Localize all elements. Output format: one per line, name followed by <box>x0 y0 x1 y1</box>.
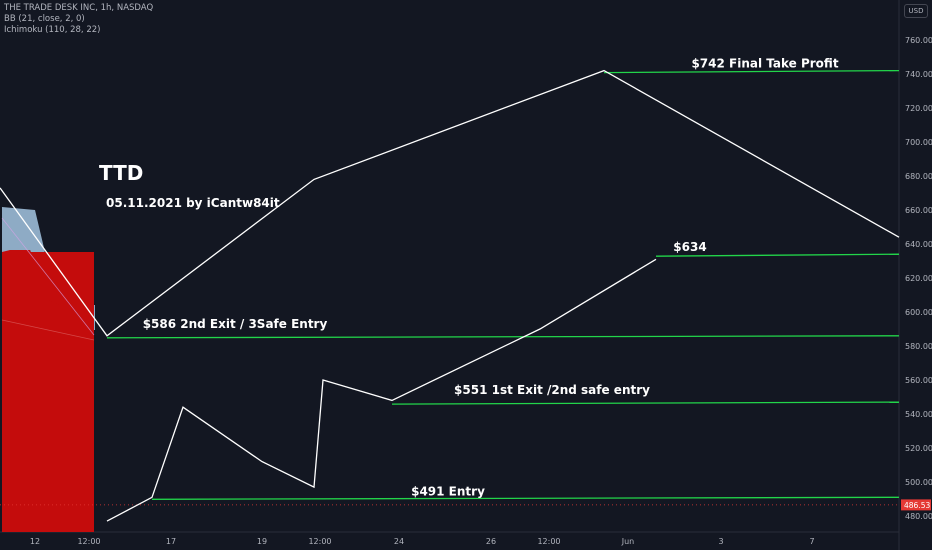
time-tick-label: 12:00 <box>537 537 560 546</box>
bollinger-line <box>1 217 95 336</box>
projection-path <box>0 69 900 337</box>
price-tick-label: 660.00 <box>905 206 932 215</box>
level-label: $634 <box>673 240 706 254</box>
price-tick-label: 560.00 <box>905 376 932 385</box>
time-tick-label: 24 <box>394 537 404 546</box>
chart-subtitle: 05.11.2021 by iCantw84it <box>106 196 280 210</box>
price-tick-label: 540.00 <box>905 410 932 419</box>
time-axis[interactable]: 12 12:00 17 19 12:00 24 26 12:00 Jun 3 7 <box>30 537 815 546</box>
time-tick-label: 3 <box>718 537 723 546</box>
price-tick-label: 720.00 <box>905 104 932 113</box>
price-tick-label: 480.00 <box>905 512 932 521</box>
price-tick-label: 680.00 <box>905 172 932 181</box>
current-price-tag: 486.53 <box>901 499 931 511</box>
level-line <box>151 496 900 500</box>
indicator-region <box>1 207 95 532</box>
level-line <box>391 401 900 405</box>
time-tick-label: Jun <box>621 537 635 546</box>
bb-indicator-line[interactable]: BB (21, close, 2, 0) <box>4 14 85 24</box>
level-line <box>106 335 900 339</box>
symbol-line[interactable]: THE TRADE DESK INC, 1h, NASDAQ <box>4 3 154 13</box>
chart-title: TTD <box>99 161 143 185</box>
time-tick-label: 26 <box>486 537 496 546</box>
time-tick-label: 17 <box>166 537 176 546</box>
currency-badge[interactable]: USD <box>904 4 928 18</box>
time-tick-label: 12:00 <box>77 537 100 546</box>
swing-path <box>106 258 657 522</box>
price-tick-label: 520.00 <box>905 444 932 453</box>
time-tick-label: 12:00 <box>308 537 331 546</box>
level-label: $586 2nd Exit / 3Safe Entry <box>143 317 328 331</box>
price-tick-label: 640.00 <box>905 240 932 249</box>
time-tick-label: 12 <box>30 537 40 546</box>
price-tick-label: 700.00 <box>905 138 932 147</box>
chart-header: THE TRADE DESK INC, 1h, NASDAQ BB (21, c… <box>4 3 153 36</box>
current-price-label: 486.53 <box>904 501 930 510</box>
time-tick-label: 19 <box>257 537 267 546</box>
level-line <box>603 69 900 74</box>
price-tick-label: 580.00 <box>905 342 932 351</box>
ichimoku-cloud <box>2 207 95 330</box>
price-tick-label: 760.00 <box>905 36 932 45</box>
price-axis[interactable]: 480.00 500.00 520.00 540.00 560.00 580.00 600.… <box>905 36 932 521</box>
price-tick-label: 620.00 <box>905 274 932 283</box>
level-label: $491 Entry <box>411 484 485 498</box>
level-label: $742 Final Take Profit <box>691 57 838 71</box>
price-tick-label: 740.00 <box>905 70 932 79</box>
level-label: $551 1st Exit /2nd safe entry <box>454 383 650 397</box>
level-line <box>655 253 900 257</box>
price-tick-label: 500.00 <box>905 478 932 487</box>
time-tick-label: 7 <box>809 537 814 546</box>
candle-top-shape <box>2 250 94 340</box>
moving-average-line <box>1 319 95 341</box>
ichimoku-indicator-line[interactable]: Ichimoku (110, 28, 22) <box>4 25 101 35</box>
price-tick-label: 600.00 <box>905 308 932 317</box>
levels-layer: $742 Final Take Profit $634 $586 2nd Exit … <box>106 57 900 500</box>
